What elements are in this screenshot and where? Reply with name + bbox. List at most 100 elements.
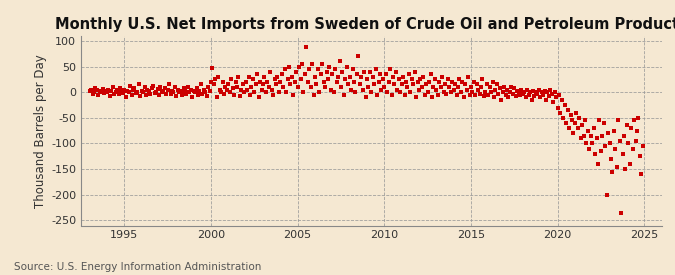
Point (201, 94, 212, 98)
Point (254, 80, 265, 84)
Point (503, 95, 514, 100)
Point (452, 85, 463, 89)
Point (499, 85, 510, 89)
Point (583, 128, 593, 133)
Point (522, 87, 533, 92)
Point (194, 89, 205, 93)
Point (314, 90, 325, 94)
Point (408, 82, 418, 87)
Point (434, 80, 445, 84)
Point (92, 88, 103, 92)
Point (460, 82, 470, 87)
Point (570, 121, 580, 125)
Point (612, 164, 622, 169)
Point (474, 92, 485, 96)
Point (415, 77, 426, 82)
Point (296, 62, 307, 66)
Point (356, 75, 367, 79)
Point (321, 70, 332, 74)
Point (590, 152, 601, 156)
Point (113, 92, 124, 96)
Point (90, 86, 101, 90)
Point (541, 98, 551, 102)
Point (338, 92, 349, 97)
Point (306, 62, 317, 66)
Point (588, 126, 599, 130)
Point (496, 98, 507, 102)
Point (302, 80, 313, 84)
Point (167, 89, 178, 93)
Point (206, 80, 217, 84)
Point (182, 85, 193, 89)
Point (375, 72, 385, 76)
Point (152, 87, 163, 91)
Point (454, 77, 464, 82)
Point (265, 70, 275, 74)
Point (120, 95, 131, 100)
Point (215, 90, 226, 94)
Point (545, 87, 556, 92)
Point (248, 77, 259, 82)
Point (294, 64, 304, 69)
Point (481, 82, 492, 87)
Point (154, 92, 165, 97)
Point (159, 86, 170, 90)
Point (367, 75, 378, 79)
Point (236, 87, 246, 92)
Point (607, 169, 618, 174)
Point (97, 87, 108, 91)
Point (200, 90, 211, 94)
Point (346, 87, 356, 92)
Point (234, 94, 245, 98)
Point (144, 89, 155, 93)
Point (145, 92, 156, 96)
Point (107, 85, 118, 89)
Point (554, 92, 564, 97)
Point (604, 141, 615, 146)
Point (102, 90, 113, 94)
Point (603, 131, 614, 135)
Point (410, 95, 421, 100)
Point (552, 105, 563, 110)
Point (224, 90, 235, 94)
Point (116, 90, 127, 94)
Point (543, 94, 554, 98)
Point (402, 85, 412, 89)
Point (576, 123, 587, 128)
Point (240, 80, 251, 84)
Point (614, 139, 625, 143)
Point (623, 141, 634, 146)
Point (414, 87, 425, 92)
Point (380, 72, 391, 76)
Point (506, 85, 516, 89)
Point (197, 92, 208, 96)
Point (333, 75, 344, 79)
Point (571, 111, 582, 115)
Point (387, 75, 398, 79)
Point (335, 85, 346, 89)
Point (546, 92, 557, 96)
Point (138, 90, 148, 94)
Point (392, 87, 403, 92)
Point (618, 134, 629, 138)
Point (575, 136, 586, 141)
Point (249, 90, 260, 94)
Point (472, 87, 483, 92)
Point (149, 91, 160, 95)
Point (404, 72, 414, 76)
Point (568, 131, 579, 135)
Point (187, 95, 198, 100)
Point (613, 118, 624, 123)
Point (105, 94, 115, 98)
Point (549, 90, 560, 94)
Point (259, 75, 270, 79)
Point (109, 92, 119, 97)
Point (637, 144, 648, 148)
Point (279, 67, 290, 71)
Point (278, 85, 289, 89)
Point (328, 90, 339, 94)
Point (250, 82, 261, 87)
Point (271, 82, 281, 87)
Point (226, 77, 237, 82)
Point (504, 90, 515, 94)
